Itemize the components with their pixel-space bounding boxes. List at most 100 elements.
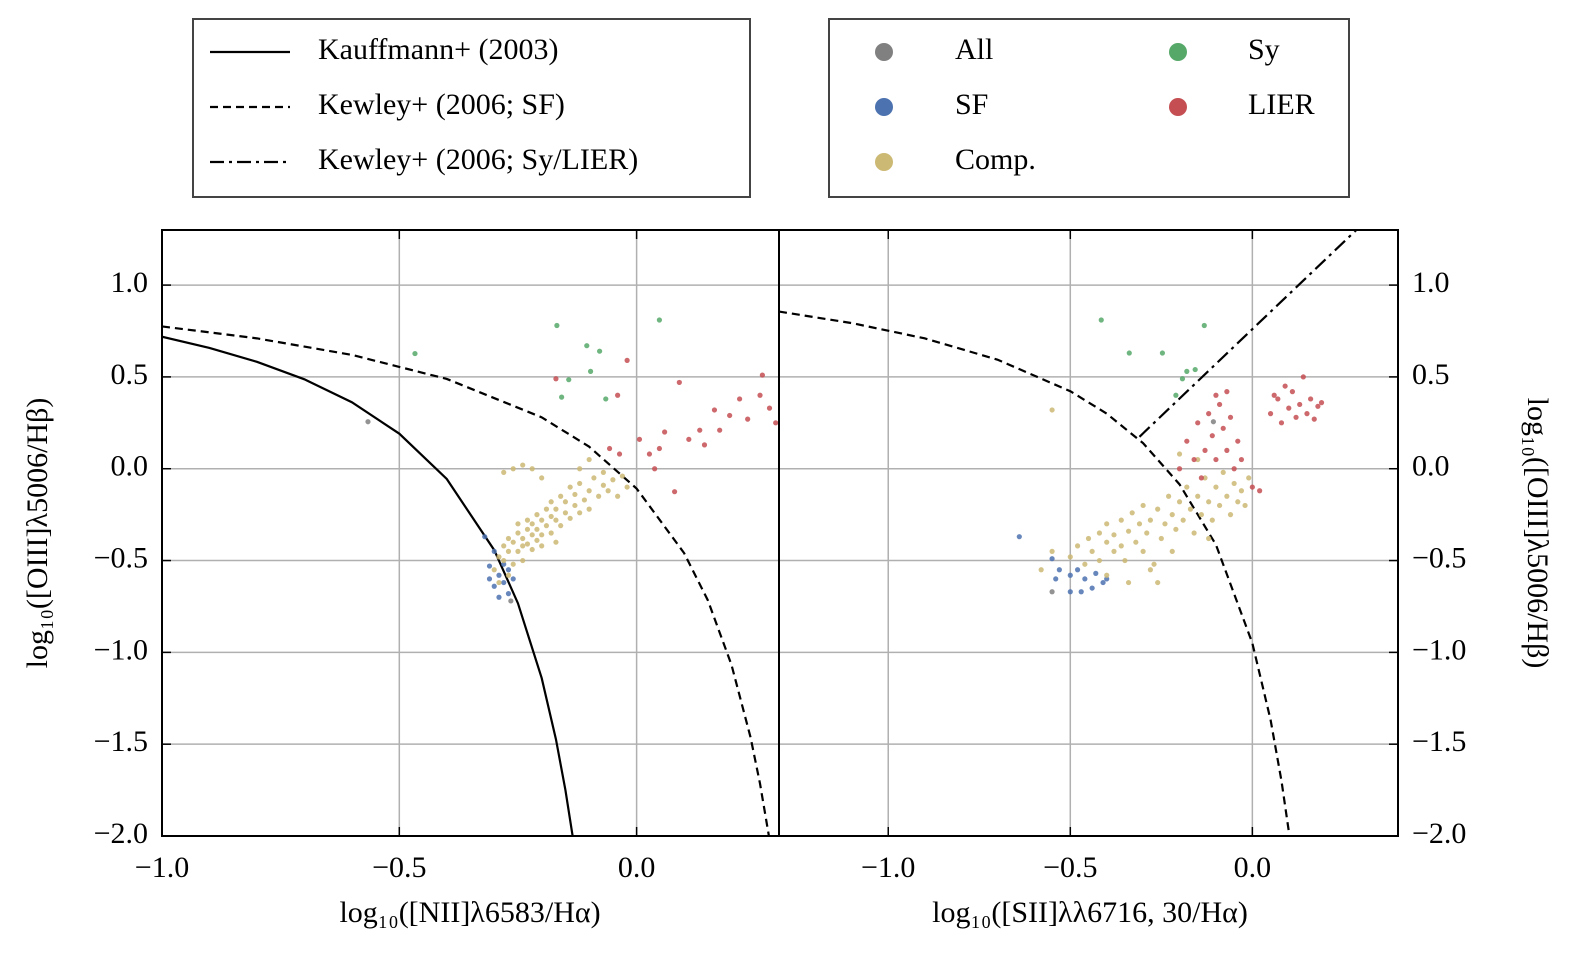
point [586, 488, 592, 494]
point [1038, 567, 1044, 573]
point [1227, 512, 1234, 518]
legend-points-box [828, 18, 1350, 198]
point [1176, 499, 1183, 505]
point [586, 506, 592, 512]
series: Comp. [491, 456, 630, 586]
series: Comp. [1038, 407, 1252, 586]
point [520, 535, 526, 542]
point [510, 576, 516, 582]
point [1104, 576, 1110, 582]
point [508, 598, 514, 604]
point [539, 517, 545, 523]
point [1100, 579, 1106, 586]
point [501, 561, 507, 567]
point [1089, 548, 1095, 554]
point [558, 523, 564, 529]
point [1159, 350, 1166, 356]
y-tick-label: −1.5 [94, 725, 148, 758]
point [1140, 502, 1146, 509]
point [1202, 475, 1208, 481]
point [1184, 484, 1190, 490]
point [1267, 411, 1274, 417]
point [1133, 539, 1139, 545]
point [1151, 561, 1157, 567]
series: SF [482, 534, 516, 600]
point [1224, 389, 1230, 395]
point [1275, 396, 1281, 402]
point [1257, 488, 1263, 494]
point [624, 357, 630, 363]
point [686, 436, 692, 442]
legend-label: LIER [1248, 88, 1315, 121]
point [759, 372, 765, 378]
point [671, 489, 678, 495]
point [1155, 506, 1161, 512]
point [539, 543, 545, 549]
curve [1138, 230, 1357, 438]
point [727, 412, 733, 419]
point [1053, 576, 1059, 582]
point [529, 521, 535, 527]
point [1104, 539, 1110, 545]
point [539, 475, 545, 481]
legend-swatch [1169, 43, 1187, 61]
point [562, 499, 569, 505]
point [543, 523, 550, 529]
point [412, 350, 418, 357]
point [1308, 396, 1314, 402]
point [1191, 530, 1197, 536]
point [1278, 420, 1285, 426]
point [496, 554, 502, 560]
point [515, 530, 521, 536]
point [586, 456, 592, 463]
point [616, 451, 623, 457]
curve [779, 310, 1290, 832]
point [553, 506, 559, 512]
legend-label: SF [955, 88, 988, 121]
point [603, 396, 609, 402]
point [1144, 530, 1150, 536]
series: Kewley+ (2006; Sy/LIER) [1138, 230, 1357, 438]
x-tick-label: −0.5 [372, 851, 426, 884]
point [520, 462, 526, 468]
point [548, 530, 554, 536]
point [1201, 322, 1207, 329]
point [1238, 456, 1245, 463]
point [1016, 534, 1022, 540]
point [1104, 521, 1110, 527]
point [717, 427, 723, 433]
x-axis-label: log₁₀([SII]λλ6716, 30/Hα) [932, 896, 1248, 929]
legend-swatch [875, 43, 893, 61]
point [510, 561, 516, 567]
y-tick-label: 0.0 [111, 450, 149, 483]
x-tick-label: 0.0 [618, 851, 656, 884]
legend-swatch [875, 98, 893, 116]
point [737, 396, 743, 402]
y-axis-label: log₁₀([OIII]λ5006/Hβ) [1521, 398, 1554, 669]
point [605, 488, 611, 494]
point [501, 469, 507, 475]
point [600, 482, 606, 488]
y-tick-label: 1.0 [1412, 266, 1450, 299]
point [1078, 589, 1084, 595]
point [1282, 383, 1288, 389]
point [1213, 392, 1219, 398]
point [505, 548, 512, 554]
point [524, 517, 531, 523]
series: Kewley+ (2006; SF) [779, 310, 1290, 832]
point [1210, 419, 1216, 425]
y-tick-label: −2.0 [1412, 817, 1466, 850]
point [554, 322, 560, 329]
point [1089, 585, 1095, 591]
series: SF [1016, 534, 1110, 595]
point [1136, 521, 1143, 527]
point [567, 484, 573, 490]
series: Kewley+ (2006; SF) [162, 325, 771, 836]
series: LIER [553, 357, 779, 495]
legend-swatch [875, 153, 893, 171]
point [591, 475, 597, 481]
point [1147, 567, 1153, 573]
point [534, 512, 540, 518]
point [486, 576, 493, 582]
point [1147, 517, 1153, 523]
